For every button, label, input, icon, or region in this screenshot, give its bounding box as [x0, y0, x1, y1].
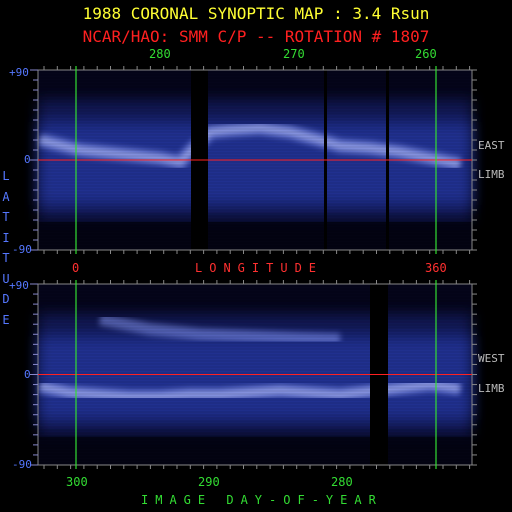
bottom-tick-300: 300	[66, 475, 88, 489]
latitude-letter: A	[2, 189, 10, 204]
y-tick-top-minus90: -90	[12, 243, 32, 256]
bottom-tick-290: 290	[198, 475, 220, 489]
y-tick-bottom-zero: 0	[24, 368, 31, 381]
bottom-tick-280: 280	[331, 475, 353, 489]
chart-subtitle: NCAR/HAO: SMM C/P -- ROTATION # 1807	[82, 27, 430, 46]
top-tick-270: 270	[283, 47, 305, 61]
top-tick-280: 280	[149, 47, 171, 61]
y-tick-bottom-plus90: +90	[9, 279, 29, 292]
west-label: WEST	[478, 352, 505, 365]
day-of-year-axis-label: IMAGE DAY-OF-YEAR	[141, 493, 383, 507]
streamer-belt	[39, 125, 461, 166]
dark-polar-zone	[38, 222, 472, 250]
top-tick-260: 260	[415, 47, 437, 61]
latitude-letter: T	[2, 210, 10, 224]
latitude-letter: L	[2, 169, 10, 183]
latitude-letter: U	[2, 271, 10, 286]
latitude-letter: T	[2, 251, 10, 265]
corona-core	[38, 336, 472, 420]
east-label: EAST	[478, 139, 505, 152]
y-tick-top-zero: 0	[24, 153, 31, 166]
latitude-letter: D	[2, 292, 10, 306]
y-tick-bottom-minus90: -90	[12, 458, 32, 471]
longitude-axis-label: LONGITUDE	[195, 261, 324, 275]
east-limb-label: LIMB	[478, 168, 505, 181]
latitude-letter: E	[2, 312, 10, 327]
latitude-letter: I	[2, 230, 10, 245]
upper-streamer-arc	[98, 313, 341, 346]
dark-polar-zone	[38, 436, 472, 465]
longitude-tick-360: 360	[425, 261, 447, 275]
corona-core	[38, 122, 472, 205]
longitude-tick-0: 0	[72, 261, 80, 275]
y-tick-top-plus90: +90	[9, 66, 29, 79]
west-limb-label: LIMB	[478, 382, 505, 395]
chart-title: 1988 CORONAL SYNOPTIC MAP : 3.4 Rsun	[82, 4, 430, 23]
